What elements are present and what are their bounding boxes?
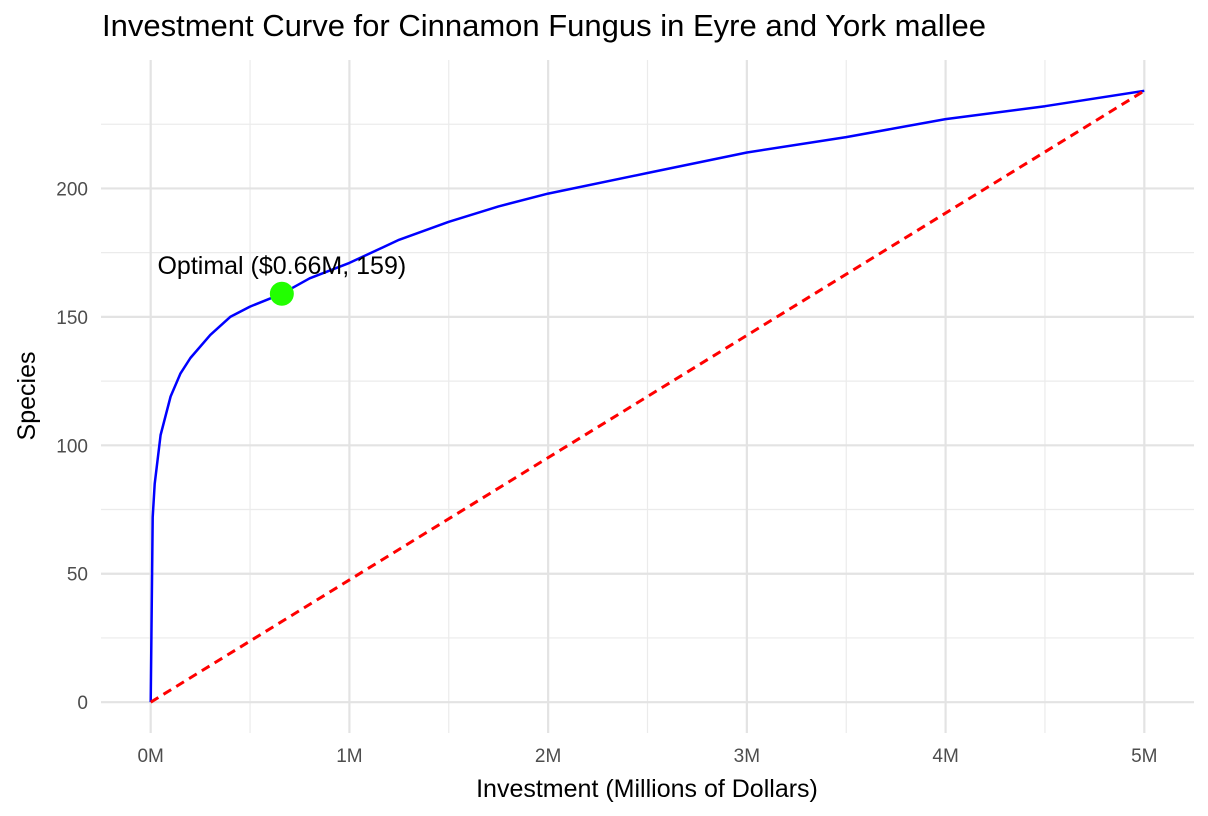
x-tick-label: 3M [734,746,760,767]
optimal-point-label: Optimal ($0.66M, 159) [157,252,406,280]
x-tick-label: 1M [336,746,362,767]
x-tick-label: 2M [535,746,561,767]
marker-layer: Optimal ($0.66M, 159) [157,252,406,306]
series-layer [149,89,1146,704]
y-tick-labels: 0 50 100 150 200 [56,179,88,714]
y-axis-label: Species [13,352,41,441]
chart-title: Investment Curve for Cinnamon Fungus in … [102,8,986,43]
y-tick-label: 50 [67,565,88,586]
y-tick-label: 0 [77,693,88,714]
y-tick-label: 200 [56,179,88,200]
grid-minor [101,60,1194,733]
x-tick-label: 5M [1131,746,1157,767]
x-axis-label: Investment (Millions of Dollars) [476,775,818,803]
x-tick-label: 4M [932,746,958,767]
y-tick-label: 150 [56,308,88,329]
optimal-point-marker [269,281,294,306]
investment-curve [149,89,1145,703]
x-tick-labels: 0M 1M 2M 3M 4M 5M [137,746,1157,767]
x-tick-label: 0M [137,746,163,767]
y-tick-label: 100 [56,436,88,457]
